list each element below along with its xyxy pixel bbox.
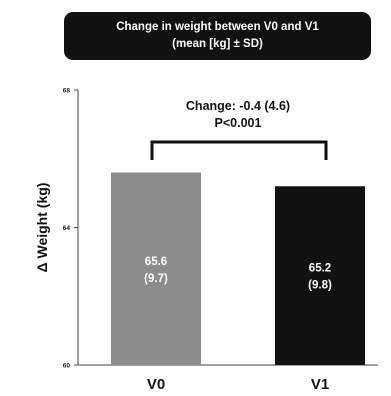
bar-v1 (275, 186, 365, 365)
chart-axes: 60 64 68 Δ Weight (kg) (34, 88, 378, 370)
change-annotation: Change: -0.4 (4.6) (186, 99, 290, 113)
p-value-annotation: P<0.001 (215, 116, 262, 130)
bar-sd-label: (9.8) (308, 280, 332, 292)
bar-value-label: 65.2 (309, 263, 331, 275)
x-category-label: V0 (147, 376, 165, 393)
y-axis-label: Δ Weight (kg) (34, 183, 50, 273)
x-category-label: V1 (311, 376, 329, 393)
chart-title-box: Change in weight between V0 and V1 (mean… (64, 12, 371, 60)
y-tick-label: 68 (63, 88, 71, 95)
bar-value-label: 65.6 (145, 256, 167, 268)
chart-title: Change in weight between V0 and V1 (116, 21, 319, 33)
bar-v0 (111, 172, 201, 365)
comparison-bracket (150, 140, 328, 160)
chart-subtitle: (mean [kg] ± SD) (172, 38, 263, 50)
y-tick-label: 60 (63, 363, 71, 370)
chart-annotation: Change: -0.4 (4.6) P<0.001 (150, 99, 328, 160)
y-tick-label: 64 (63, 225, 71, 232)
chart-bars: 65.6 (9.7) V0 65.2 (9.8) V1 (111, 172, 365, 393)
bar-sd-label: (9.7) (144, 273, 168, 285)
